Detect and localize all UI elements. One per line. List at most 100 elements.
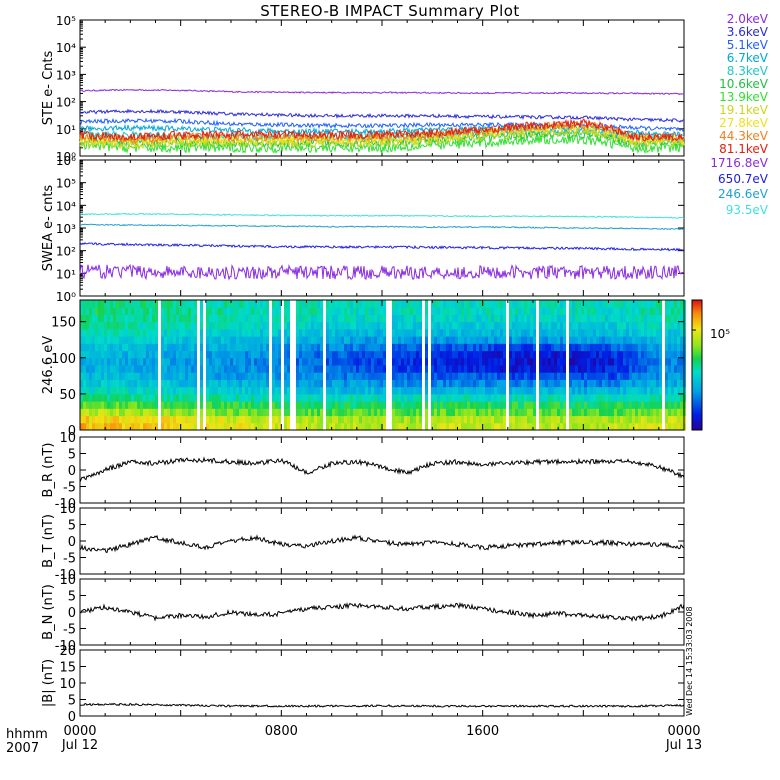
heatmap-cell bbox=[368, 300, 371, 308]
heatmap-cell bbox=[602, 350, 605, 359]
heatmap-cell bbox=[386, 307, 389, 315]
heatmap-cell bbox=[593, 393, 596, 402]
colorbar-cell bbox=[692, 398, 702, 400]
heatmap-cell bbox=[665, 408, 668, 417]
heatmap-cell bbox=[137, 393, 140, 402]
heatmap-cell bbox=[329, 379, 332, 388]
heatmap-cell bbox=[131, 336, 134, 344]
heatmap-cell bbox=[266, 379, 269, 388]
heatmap-cell bbox=[392, 372, 395, 380]
heatmap-cell bbox=[422, 386, 425, 395]
swea-legend-item: 246.6eV bbox=[718, 187, 768, 201]
bmag-series-line bbox=[79, 702, 685, 708]
heatmap-cell bbox=[383, 379, 386, 388]
heatmap-cell bbox=[191, 343, 194, 352]
heatmap-cell bbox=[263, 314, 266, 323]
heatmap-cell bbox=[107, 328, 110, 337]
heatmap-cell bbox=[221, 415, 224, 424]
heatmap-cell bbox=[221, 350, 224, 359]
heatmap-cell bbox=[470, 350, 473, 359]
heatmap-cell bbox=[479, 307, 482, 315]
heatmap-cell bbox=[272, 401, 275, 409]
heatmap-cell bbox=[173, 393, 176, 402]
heatmap-cell bbox=[182, 321, 185, 330]
heatmap-cell bbox=[245, 350, 248, 359]
heatmap-cell bbox=[176, 401, 179, 409]
heatmap-cell bbox=[620, 307, 623, 315]
heatmap-cell bbox=[488, 336, 491, 344]
heatmap-cell bbox=[515, 307, 518, 315]
heatmap-cell bbox=[569, 379, 572, 388]
heatmap-cell bbox=[290, 328, 293, 337]
heatmap-cell bbox=[353, 365, 356, 373]
ste-legend-item: 44.3keV bbox=[719, 129, 768, 143]
heatmap-cell bbox=[344, 336, 347, 344]
heatmap-cell bbox=[149, 314, 152, 323]
heatmap-cell bbox=[98, 422, 101, 431]
heatmap-cell bbox=[647, 307, 650, 315]
heatmap-cell bbox=[368, 422, 371, 431]
heatmap-cell bbox=[479, 401, 482, 409]
heatmap-cell bbox=[629, 336, 632, 344]
heatmap-cell bbox=[161, 365, 164, 373]
heatmap-cell bbox=[470, 422, 473, 431]
heatmap-cell bbox=[104, 357, 107, 366]
y-tick-label: 10⁴ bbox=[56, 41, 76, 55]
bn-panel-frame bbox=[79, 578, 685, 646]
heatmap-cell bbox=[425, 328, 428, 337]
heatmap-cell bbox=[623, 343, 626, 352]
heatmap-cell bbox=[584, 386, 587, 395]
heatmap-cell bbox=[446, 336, 449, 344]
heatmap-cell bbox=[608, 350, 611, 359]
heatmap-cell bbox=[356, 408, 359, 417]
heatmap-cell bbox=[413, 393, 416, 402]
heatmap-cell bbox=[599, 314, 602, 323]
heatmap-cell bbox=[644, 401, 647, 409]
heatmap-cell bbox=[386, 350, 389, 359]
heatmap-cell bbox=[92, 350, 95, 359]
heatmap-cell bbox=[188, 408, 191, 417]
heatmap-cell bbox=[656, 357, 659, 366]
heatmap-cell bbox=[146, 300, 149, 308]
heatmap-cell bbox=[239, 307, 242, 315]
heatmap-cell bbox=[455, 350, 458, 359]
heatmap-cell bbox=[599, 415, 602, 424]
heatmap-cell bbox=[80, 379, 83, 388]
heatmap-cell bbox=[194, 415, 197, 424]
heatmap-cell bbox=[239, 343, 242, 352]
heatmap-cell bbox=[188, 372, 191, 380]
heatmap-cell bbox=[281, 408, 284, 417]
heatmap-cell bbox=[263, 350, 266, 359]
heatmap-cell bbox=[329, 422, 332, 431]
heatmap-cell bbox=[665, 321, 668, 330]
heatmap-cell bbox=[590, 328, 593, 337]
heatmap-cell bbox=[437, 422, 440, 431]
heatmap-cell bbox=[365, 379, 368, 388]
heatmap-cell bbox=[242, 401, 245, 409]
heatmap-cell bbox=[125, 343, 128, 352]
heatmap-cell bbox=[473, 393, 476, 402]
heatmap-cell bbox=[140, 365, 143, 373]
heatmap-cell bbox=[635, 386, 638, 395]
heatmap-cell bbox=[176, 408, 179, 417]
heatmap-cell bbox=[92, 401, 95, 409]
heatmap-cell bbox=[485, 386, 488, 395]
heatmap-cell bbox=[446, 365, 449, 373]
heatmap-cell bbox=[116, 314, 119, 323]
heatmap-cell bbox=[317, 379, 320, 388]
heatmap-cell bbox=[566, 343, 569, 352]
heatmap-cell bbox=[98, 336, 101, 344]
heatmap-cell bbox=[599, 336, 602, 344]
heatmap-cell bbox=[551, 365, 554, 373]
heatmap-cell bbox=[242, 393, 245, 402]
heatmap-cell bbox=[299, 372, 302, 380]
heatmap-cell bbox=[674, 393, 677, 402]
heatmap-cell bbox=[473, 357, 476, 366]
heatmap-cell bbox=[512, 422, 515, 431]
heatmap-cell bbox=[635, 408, 638, 417]
heatmap-cell bbox=[515, 401, 518, 409]
colorbar-cell bbox=[692, 311, 702, 313]
heatmap-cell bbox=[665, 422, 668, 431]
heatmap-cell bbox=[161, 314, 164, 323]
heatmap-cell bbox=[224, 343, 227, 352]
